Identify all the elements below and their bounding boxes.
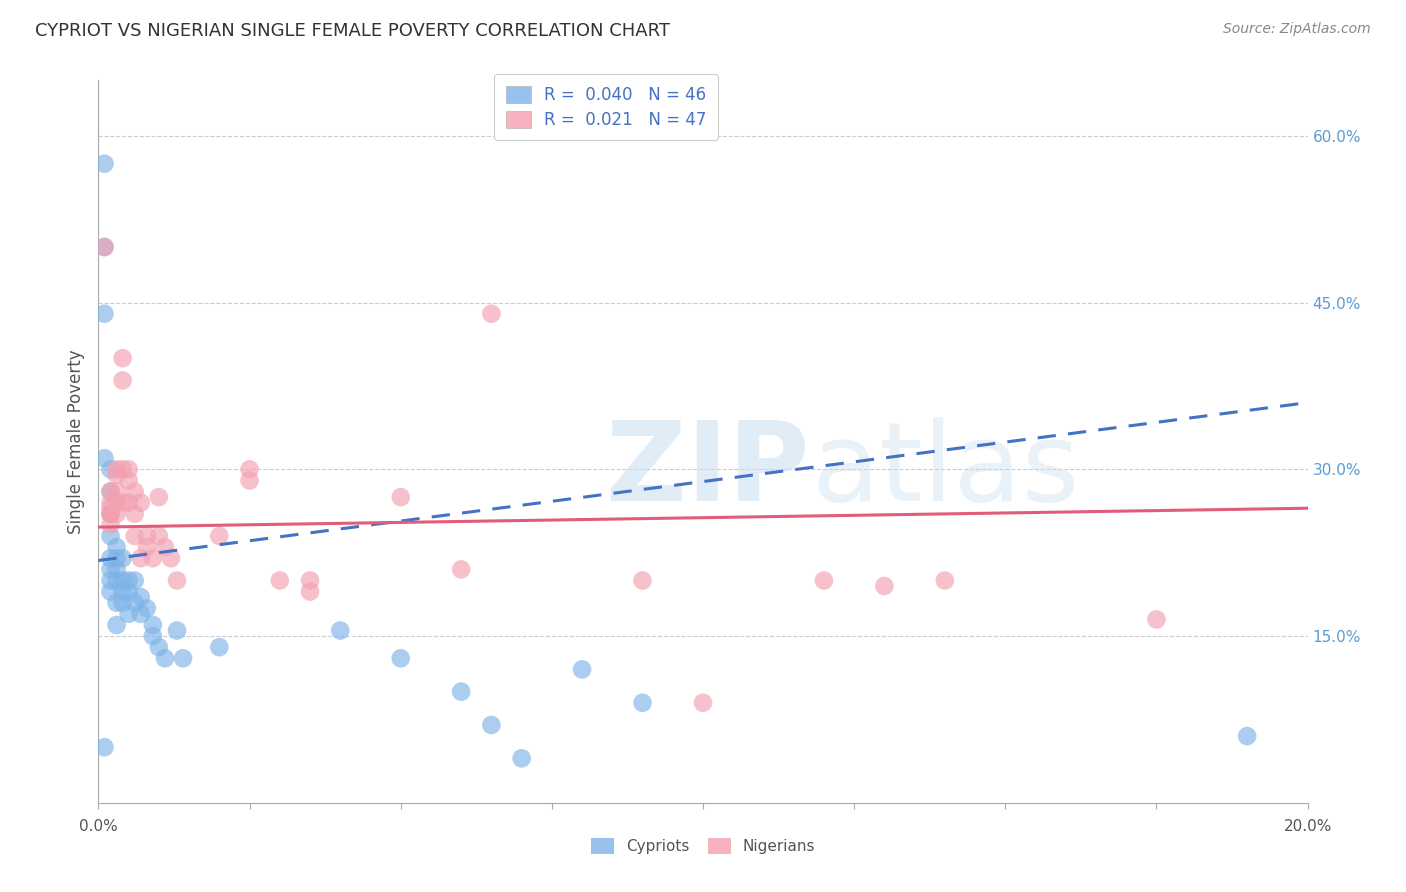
Point bbox=[100, 574, 122, 588]
Point bbox=[100, 507, 122, 521]
Y-axis label: Single Female Poverty: Single Female Poverty bbox=[66, 350, 84, 533]
Point bbox=[100, 484, 122, 499]
Point bbox=[934, 574, 956, 588]
Point bbox=[100, 484, 122, 499]
Point bbox=[135, 540, 157, 554]
Point bbox=[389, 651, 412, 665]
Point bbox=[1236, 729, 1258, 743]
Point bbox=[153, 540, 176, 554]
Point bbox=[100, 462, 122, 476]
Text: Source: ZipAtlas.com: Source: ZipAtlas.com bbox=[1223, 22, 1371, 37]
Point bbox=[100, 507, 122, 521]
Legend: Cypriots, Nigerians: Cypriots, Nigerians bbox=[585, 832, 821, 860]
Point bbox=[118, 607, 141, 621]
Point bbox=[631, 696, 654, 710]
Point bbox=[105, 574, 128, 588]
Text: ZIP: ZIP bbox=[606, 417, 810, 524]
Point bbox=[129, 551, 152, 566]
Point bbox=[105, 496, 128, 510]
Point bbox=[111, 496, 134, 510]
Point bbox=[93, 307, 115, 321]
Point bbox=[239, 462, 262, 476]
Point bbox=[111, 551, 134, 566]
Point bbox=[105, 507, 128, 521]
Point bbox=[100, 501, 122, 516]
Point bbox=[389, 490, 412, 504]
Point bbox=[571, 662, 593, 676]
Point bbox=[93, 156, 115, 170]
Point bbox=[93, 740, 115, 755]
Point bbox=[239, 474, 262, 488]
Point bbox=[166, 624, 188, 638]
Point bbox=[148, 640, 170, 655]
Text: CYPRIOT VS NIGERIAN SINGLE FEMALE POVERTY CORRELATION CHART: CYPRIOT VS NIGERIAN SINGLE FEMALE POVERT… bbox=[35, 22, 671, 40]
Point bbox=[299, 584, 322, 599]
Point bbox=[105, 484, 128, 499]
Point bbox=[118, 474, 141, 488]
Point bbox=[105, 562, 128, 576]
Point bbox=[111, 584, 134, 599]
Point bbox=[111, 574, 134, 588]
Point bbox=[105, 618, 128, 632]
Point bbox=[118, 584, 141, 599]
Point bbox=[148, 529, 170, 543]
Point bbox=[299, 574, 322, 588]
Point bbox=[124, 574, 146, 588]
Point bbox=[873, 579, 896, 593]
Point bbox=[142, 551, 165, 566]
Point bbox=[450, 684, 472, 698]
Point bbox=[118, 574, 141, 588]
Point bbox=[93, 240, 115, 254]
Point bbox=[93, 451, 115, 466]
Point bbox=[481, 718, 503, 732]
Point bbox=[105, 551, 128, 566]
Point bbox=[105, 540, 128, 554]
Point bbox=[129, 590, 152, 604]
Point bbox=[142, 618, 165, 632]
Point bbox=[105, 596, 128, 610]
Point bbox=[208, 640, 231, 655]
Point bbox=[93, 240, 115, 254]
Point bbox=[111, 462, 134, 476]
Point bbox=[100, 551, 122, 566]
Point bbox=[510, 751, 533, 765]
Point bbox=[813, 574, 835, 588]
Point bbox=[111, 373, 134, 387]
Text: atlas: atlas bbox=[811, 417, 1080, 524]
Point bbox=[111, 351, 134, 366]
Point bbox=[100, 529, 122, 543]
Point bbox=[160, 551, 183, 566]
Point bbox=[142, 629, 165, 643]
Point bbox=[124, 529, 146, 543]
Point bbox=[129, 496, 152, 510]
Point bbox=[692, 696, 714, 710]
Point bbox=[208, 529, 231, 543]
Point bbox=[100, 517, 122, 532]
Point bbox=[631, 574, 654, 588]
Point bbox=[1144, 612, 1167, 626]
Point bbox=[172, 651, 194, 665]
Point bbox=[100, 562, 122, 576]
Point bbox=[118, 496, 141, 510]
Point bbox=[129, 607, 152, 621]
Point bbox=[153, 651, 176, 665]
Point bbox=[105, 467, 128, 482]
Point bbox=[450, 562, 472, 576]
Point bbox=[111, 596, 134, 610]
Point bbox=[124, 596, 146, 610]
Point bbox=[135, 529, 157, 543]
Point bbox=[100, 584, 122, 599]
Point bbox=[124, 484, 146, 499]
Point bbox=[166, 574, 188, 588]
Point bbox=[148, 490, 170, 504]
Point bbox=[124, 507, 146, 521]
Point bbox=[100, 496, 122, 510]
Point bbox=[100, 507, 122, 521]
Point bbox=[105, 462, 128, 476]
Point bbox=[329, 624, 352, 638]
Point bbox=[118, 462, 141, 476]
Point bbox=[481, 307, 503, 321]
Point bbox=[269, 574, 291, 588]
Point bbox=[135, 601, 157, 615]
